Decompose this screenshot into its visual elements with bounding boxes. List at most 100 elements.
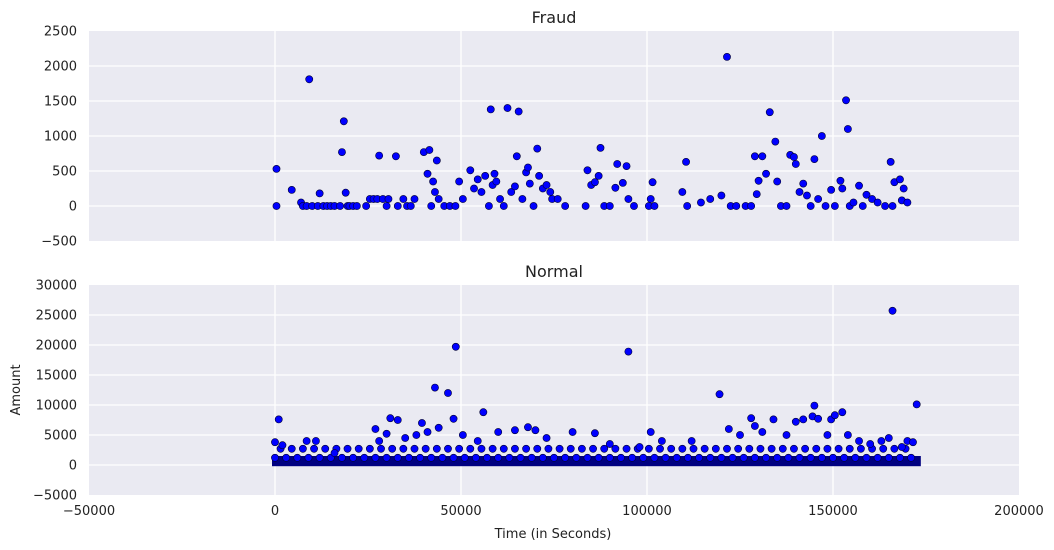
data-point (544, 444, 553, 453)
data-point (855, 181, 863, 190)
data-point (471, 453, 480, 462)
data-point (298, 444, 307, 453)
data-point (884, 434, 893, 442)
data-point (909, 438, 917, 447)
data-point (765, 108, 774, 117)
y-tick-label: 5000 (44, 429, 77, 444)
data-point (511, 444, 519, 453)
data-point (622, 444, 631, 453)
normal-title: Normal (525, 262, 583, 281)
data-point (304, 453, 313, 462)
data-point (416, 453, 424, 462)
fraud-title: Fraud (532, 8, 577, 27)
data-point (546, 188, 555, 196)
data-point (628, 453, 637, 462)
data-point (423, 428, 432, 436)
data-point (568, 428, 577, 436)
data-point (611, 444, 620, 453)
data-point (375, 151, 384, 160)
data-point (365, 444, 374, 453)
data-point (814, 195, 823, 203)
data-point (600, 444, 609, 453)
data-point (566, 444, 575, 453)
data-point (312, 437, 320, 445)
data-point (444, 444, 452, 453)
y-tick-label: 500 (52, 165, 77, 180)
data-point (879, 444, 888, 453)
data-point (401, 434, 410, 442)
data-point (790, 153, 798, 161)
data-point (624, 195, 633, 203)
data-point (555, 444, 564, 453)
data-point (750, 152, 759, 161)
data-point (336, 202, 344, 210)
data-point (799, 415, 808, 424)
data-point (382, 453, 391, 462)
data-point (644, 444, 653, 453)
data-point (410, 444, 419, 453)
data-point (406, 202, 415, 210)
data-point (648, 178, 657, 187)
data-point (518, 195, 527, 203)
data-point (678, 444, 687, 453)
y-tick-label: 25000 (36, 309, 77, 324)
data-point (695, 453, 703, 462)
data-point (821, 202, 830, 210)
normal-x-ticks: −50000 0 50000 100000 150000 200000 (63, 504, 1044, 519)
data-point (723, 53, 731, 61)
data-point (473, 437, 482, 445)
data-point (618, 178, 627, 187)
data-point (897, 443, 906, 451)
data-point (533, 144, 542, 153)
data-point (687, 437, 696, 445)
data-point (843, 431, 852, 439)
data-point (494, 453, 503, 462)
x-tick-label: 0 (271, 504, 279, 519)
data-point (438, 453, 447, 462)
data-point (341, 188, 350, 197)
data-point (460, 453, 469, 462)
data-point (458, 431, 467, 439)
y-tick-label: 2500 (44, 25, 77, 40)
data-point (386, 414, 395, 423)
data-point (343, 444, 352, 453)
data-point (791, 417, 800, 426)
data-point (758, 152, 767, 161)
data-point (594, 453, 603, 462)
data-point (689, 444, 698, 453)
data-point (287, 185, 296, 194)
data-point (388, 444, 397, 453)
data-point (823, 444, 832, 453)
data-point (499, 444, 508, 453)
data-point (449, 414, 458, 423)
data-point (806, 453, 815, 462)
y-tick-label: −500 (41, 235, 77, 250)
data-point (527, 453, 536, 462)
data-point (611, 183, 620, 192)
normal-y-ticks: −5000 0 5000 10000 15000 20000 25000 30000 (33, 279, 77, 504)
x-axis-label: Time (in Seconds) (494, 527, 612, 542)
data-point (767, 444, 776, 453)
data-point (315, 189, 324, 198)
data-point (762, 169, 770, 178)
data-point (739, 453, 748, 462)
data-point (756, 444, 765, 453)
data-point (817, 453, 826, 462)
data-point (843, 125, 852, 133)
data-point (724, 425, 733, 433)
data-point (484, 202, 493, 210)
data-point (734, 444, 743, 453)
data-point (503, 104, 512, 112)
data-point (862, 453, 871, 462)
data-point (293, 453, 302, 462)
dense-points-band (272, 456, 921, 467)
data-point (553, 195, 562, 203)
data-point (412, 431, 421, 439)
data-point (272, 164, 281, 173)
x-tick-label: 200000 (994, 504, 1044, 519)
data-point (678, 188, 687, 196)
data-point (529, 202, 538, 210)
data-point (531, 426, 540, 435)
data-point (862, 190, 871, 199)
